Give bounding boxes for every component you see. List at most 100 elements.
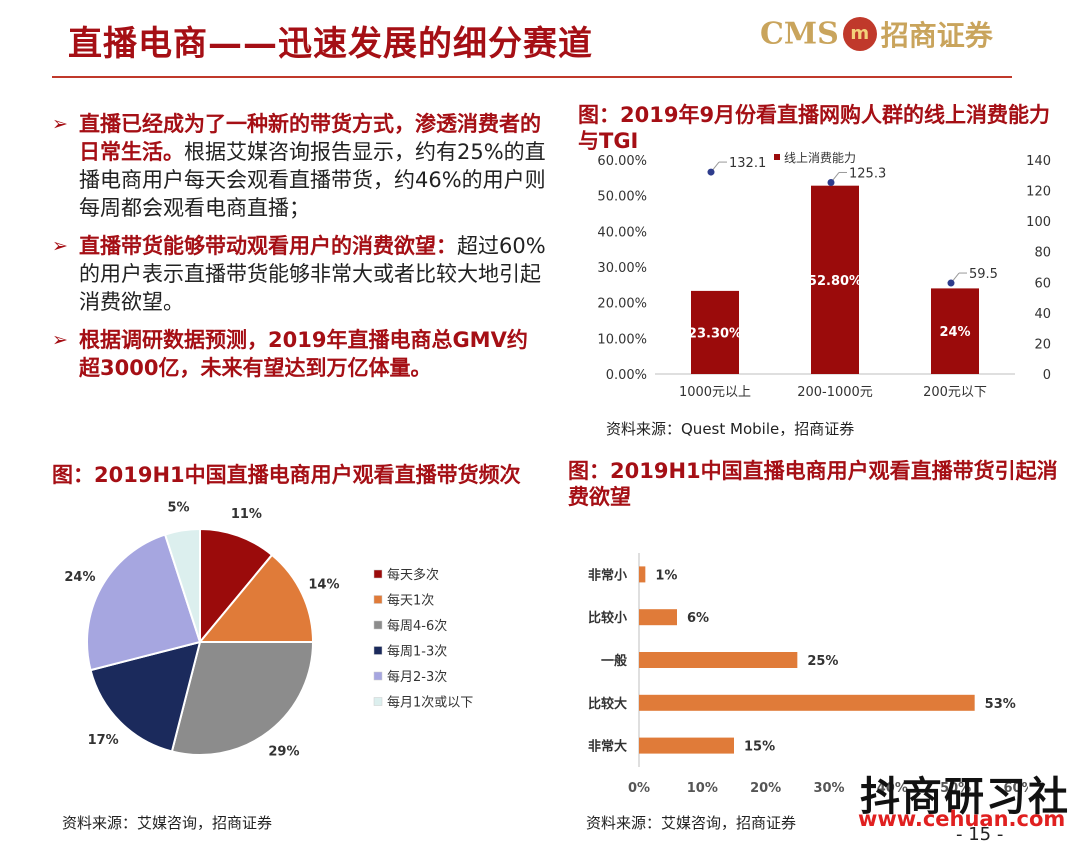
bar	[639, 694, 975, 711]
title-divider	[52, 76, 1012, 78]
x-tick-label: 200元以下	[923, 385, 987, 400]
watermark-url: www.cehuan.com	[858, 807, 1066, 831]
bar	[639, 566, 646, 583]
x-tick-label: 60%	[1003, 781, 1028, 796]
tgi-point	[947, 279, 955, 287]
y-left-tick-label: 60.00%	[597, 154, 647, 169]
cms-logo: CMS m 招商证券	[760, 14, 993, 64]
pie-data-label: 24%	[64, 570, 95, 585]
logo-cms-text: CMS	[760, 16, 839, 52]
legend-label: 每天1次	[387, 593, 434, 609]
bullet-item: ➢ 根据调研数据预测，2019年直播电商总GMV约超3000亿，未来有望达到万亿…	[52, 326, 547, 382]
pie-slice	[199, 527, 274, 645]
bullet-bold-text: 直播已经成为了一种新的带货方式，渗透消费者的日常生活。	[79, 112, 541, 164]
y-left-tick-label: 0.00%	[606, 368, 647, 383]
legend-swatch	[774, 154, 780, 160]
legend-label: 每周4-6次	[387, 618, 447, 634]
bullet-item: ➢ 直播带货能够带动观看用户的消费欲望：超过60%的用户表示直播带货能够非常大或…	[52, 232, 547, 316]
y-right-tick-label: 40	[1034, 307, 1051, 322]
desire-bar-chart: 非常小 1% 比较小 6% 一般 25% 比较大 53% 非常大 15% 0% 10% 20% 30% 40…	[588, 553, 1028, 796]
bar-data-label: 52.80%	[808, 274, 862, 289]
bar	[931, 288, 979, 374]
y-right-tick-label: 100	[1026, 215, 1051, 230]
tgi-point	[707, 168, 715, 176]
y-right-tick-label: 0	[1043, 368, 1051, 383]
y-tick-label: 比较大	[588, 696, 627, 712]
x-tick-label: 200-1000元	[797, 385, 873, 400]
pie-data-label: 14%	[308, 578, 339, 593]
pie-slice	[170, 641, 315, 756]
pie-data-label: 29%	[268, 744, 299, 759]
watermark-text: 抖商研习社	[860, 774, 1070, 820]
frequency-pie-chart: 11% 14% 29% 17% 24% 5% 每天多次每天1次每周4-6次每周1-3次每月2…	[64, 501, 473, 760]
y-left-tick-label: 40.00%	[597, 225, 647, 240]
chart3-source: 资料来源：艾媒咨询，招商证券	[586, 814, 797, 832]
chevron-right-icon: ➢	[52, 235, 68, 257]
consumption-chart: 0.00% 10.00% 20.00% 30.00% 40.00% 50.00% 60.00…	[597, 151, 1051, 400]
legend-swatch	[373, 671, 383, 681]
y-tick-label: 非常小	[588, 567, 627, 583]
y-right-tick-label: 120	[1026, 185, 1051, 200]
y-right-tick-label: 80	[1034, 246, 1051, 261]
y-right-tick-label: 60	[1034, 276, 1051, 291]
point-data-label: 125.3	[849, 166, 886, 181]
page-title: 直播电商——迅速发展的细分赛道	[68, 24, 593, 64]
tgi-point	[827, 178, 835, 186]
y-left-tick-label: 50.00%	[597, 190, 647, 205]
y-tick-label: 非常大	[588, 739, 627, 755]
bar-data-label: 24%	[939, 325, 970, 340]
logo-cn-text: 招商证券	[880, 19, 993, 52]
legend-label: 每月1次或以下	[387, 695, 473, 711]
point-data-label: 59.5	[969, 267, 998, 282]
legend-label: 每月2-3次	[387, 669, 447, 685]
legend-swatch	[373, 595, 383, 604]
bar	[691, 290, 739, 374]
point-data-label: 132.1	[729, 156, 766, 171]
legend-swatch	[373, 620, 383, 630]
pie-data-label: 5%	[168, 501, 190, 516]
bullet-bold-text: 根据调研数据预测，2019年直播电商总GMV约超3000亿，未来有望达到万亿体量…	[79, 328, 528, 380]
bar	[639, 737, 734, 754]
bar	[811, 185, 859, 374]
bullet-item: ➢ 直播已经成为了一种新的带货方式，渗透消费者的日常生活。根据艾媒咨询报告显示，…	[52, 110, 547, 222]
bar-data-label: 25%	[807, 654, 838, 669]
x-tick-label: 1000元以上	[679, 385, 751, 400]
pie-slice	[163, 527, 201, 643]
bar-data-label: 6%	[687, 611, 709, 626]
chevron-right-icon: ➢	[52, 113, 68, 135]
bar-data-label: 53%	[985, 697, 1016, 712]
legend-swatch	[373, 697, 383, 706]
pie-slice	[86, 533, 202, 672]
x-tick-label: 40%	[877, 781, 908, 796]
bullet-bold-text: 直播带货能够带动观看用户的消费欲望：	[79, 234, 457, 258]
chart2-source: 资料来源：艾媒咨询，招商证券	[62, 814, 273, 832]
legend-label: 每周1-3次	[387, 644, 447, 660]
chart1-title: 图：2019年9月份看直播网购人群的线上消费能力与TGI	[578, 103, 1051, 153]
logo-ball-icon: m	[842, 17, 877, 51]
chart2-title: 图：2019H1中国直播电商用户观看直播带货频次	[52, 463, 521, 487]
bullet-list: ➢ 直播已经成为了一种新的带货方式，渗透消费者的日常生活。根据艾媒咨询报告显示，…	[52, 110, 547, 392]
bar	[639, 609, 677, 626]
y-left-tick-label: 30.00%	[597, 261, 647, 276]
bar-data-label: 1%	[655, 568, 677, 583]
chevron-right-icon: ➢	[52, 329, 68, 351]
bullet-text: 根据艾媒咨询报告显示，约有25%的直播电商用户每天会观看直播带货，约46%的用户…	[79, 140, 546, 220]
bar	[639, 652, 798, 668]
pie-slice	[89, 640, 202, 753]
pie-slice	[197, 553, 315, 643]
legend-label: 每天多次	[387, 567, 439, 583]
x-tick-label: 0%	[628, 781, 650, 796]
legend-swatch	[373, 569, 383, 579]
chart1-source: 资料来源：Quest Mobile，招商证券	[606, 420, 855, 438]
bar-data-label: 15%	[744, 740, 775, 755]
x-tick-label: 20%	[750, 781, 781, 796]
y-tick-label: 比较小	[588, 610, 627, 626]
y-left-tick-label: 10.00%	[597, 332, 647, 347]
x-tick-label: 10%	[687, 781, 718, 796]
pie-data-label: 11%	[231, 507, 262, 522]
legend-label: 线上消费能力	[784, 151, 856, 165]
pie-data-label: 17%	[88, 733, 119, 748]
chart3-title: 图：2019H1中国直播电商用户观看直播带货引起消费欲望	[568, 459, 1058, 509]
legend-swatch	[373, 646, 383, 655]
y-right-tick-label: 20	[1034, 337, 1051, 352]
